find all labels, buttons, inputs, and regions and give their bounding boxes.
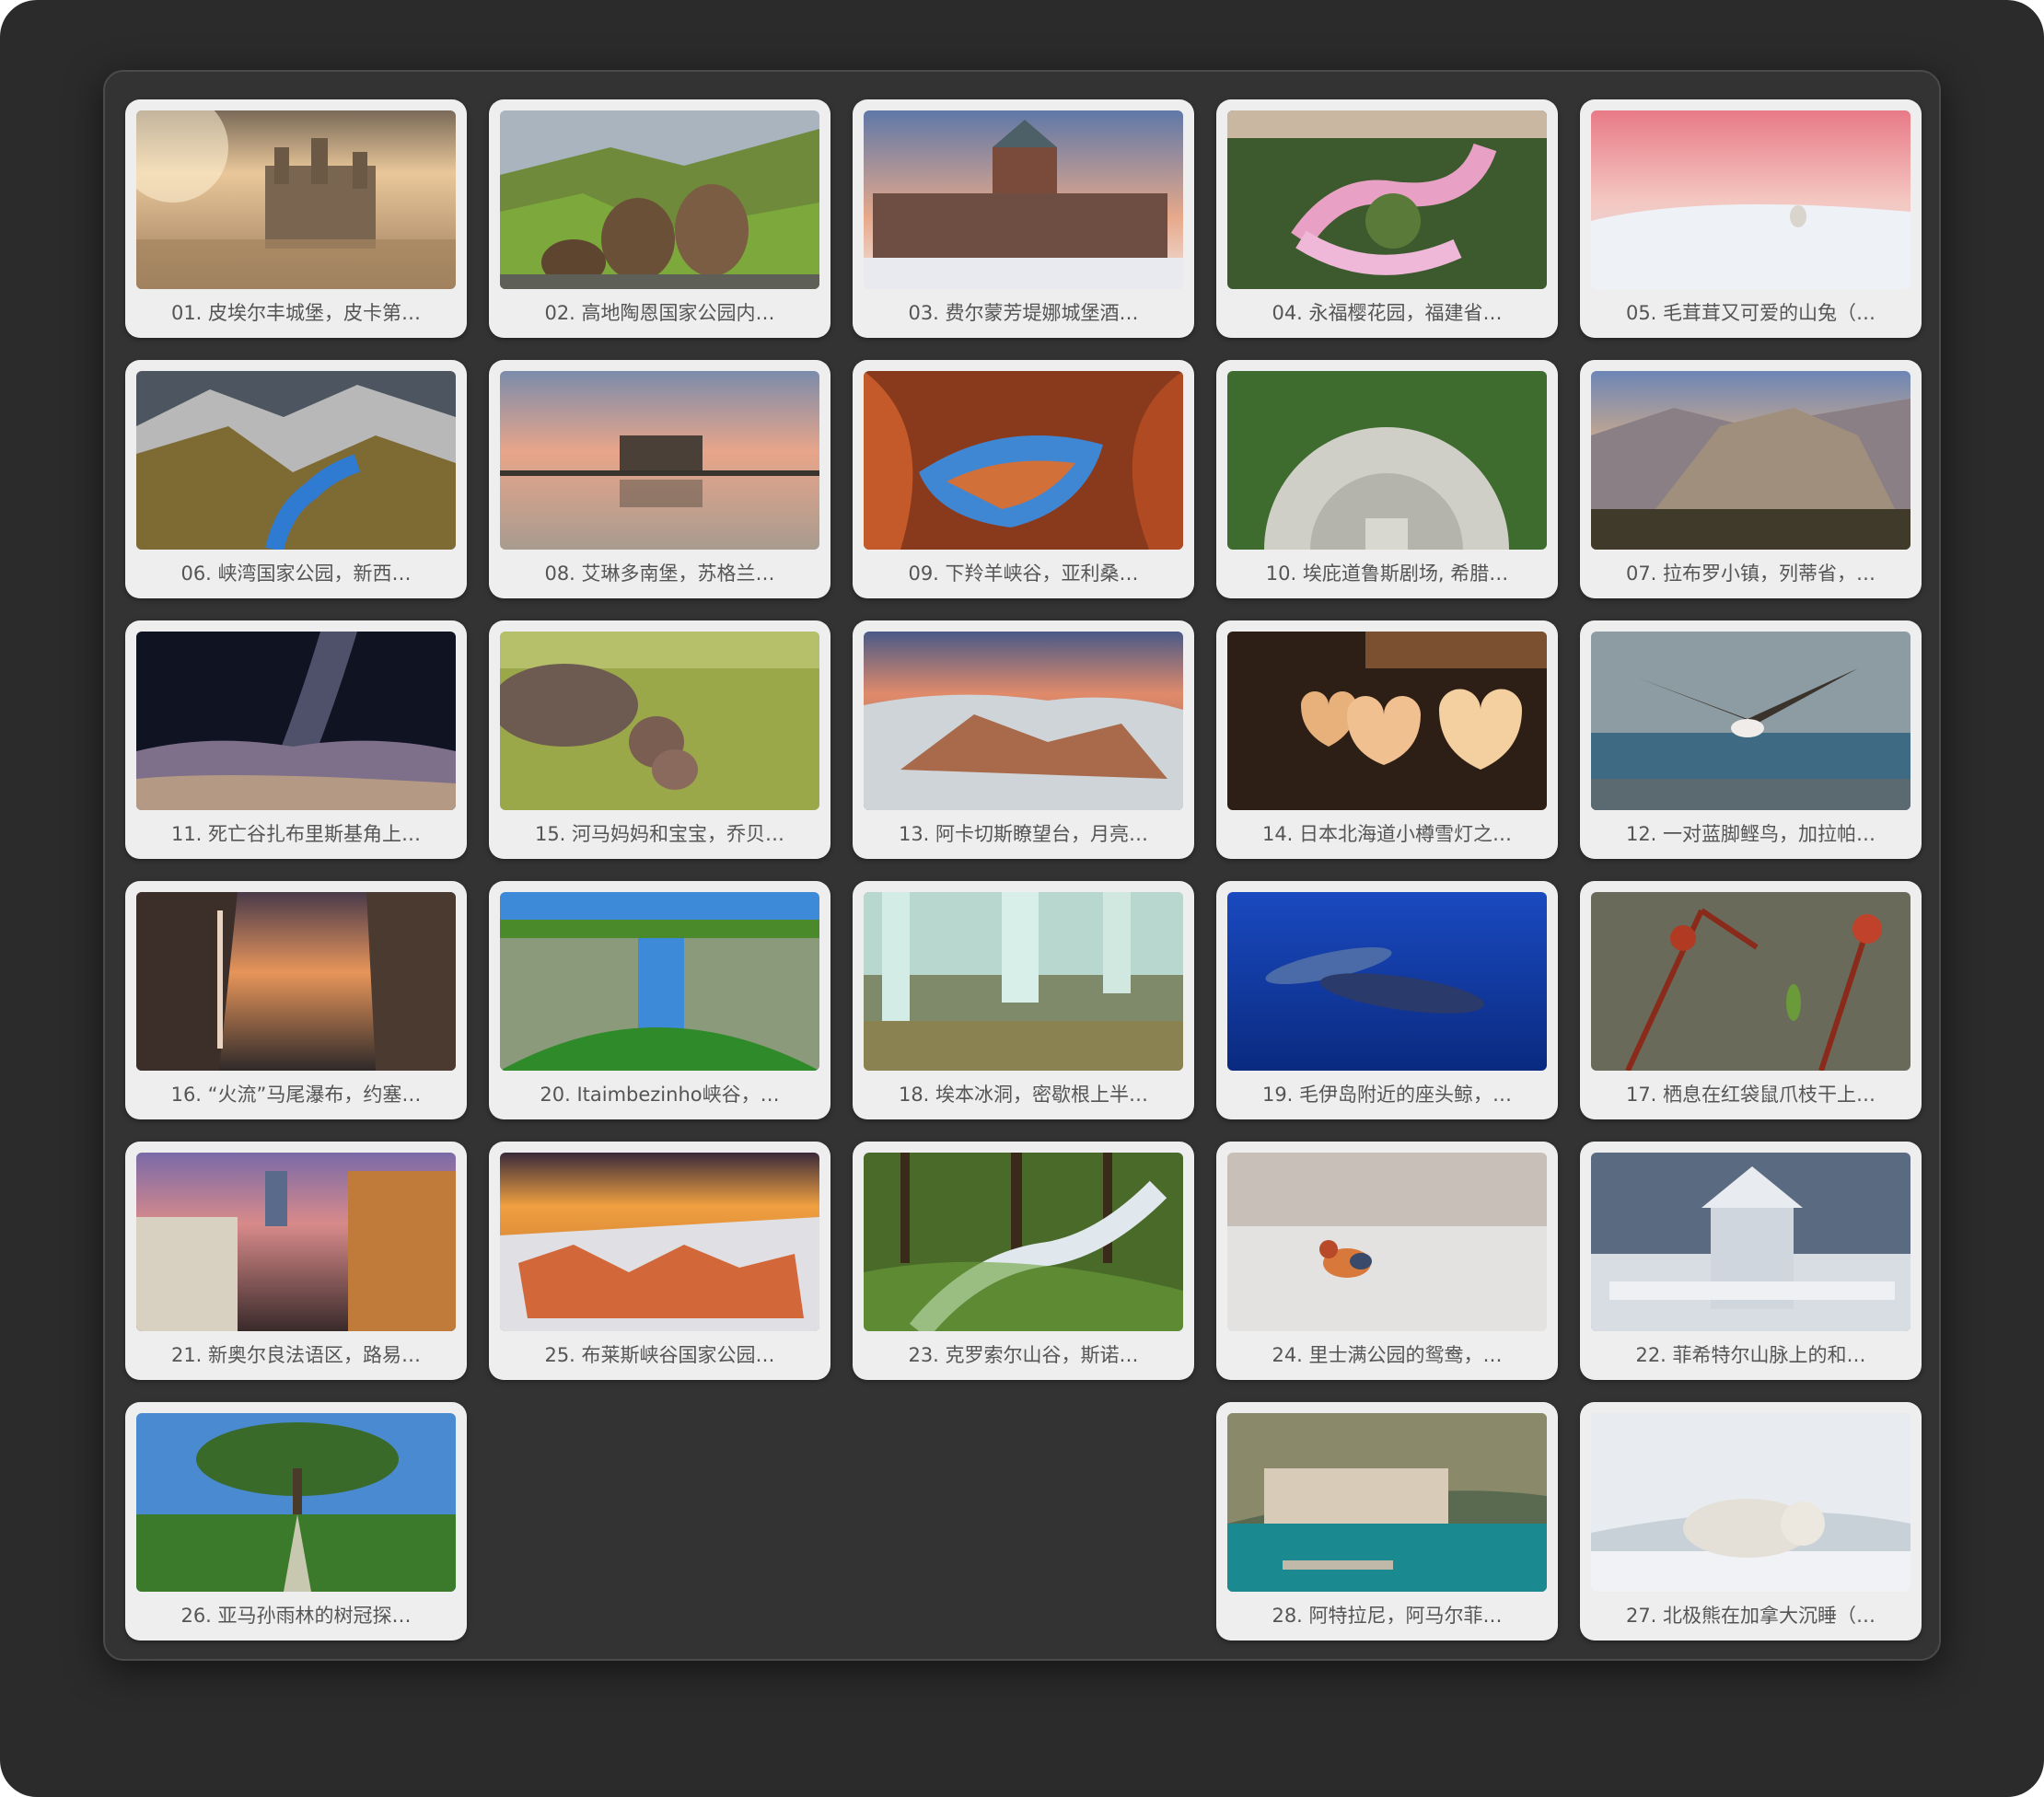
card-caption: 26. 亚马孙雨林的树冠探… xyxy=(180,1605,412,1627)
card-caption: 04. 永福樱花园，福建省… xyxy=(1272,302,1503,324)
gallery-card[interactable]: 21. 新奥尔良法语区，路易… xyxy=(125,1142,467,1380)
thumbnail-image xyxy=(1227,371,1547,550)
card-caption: 23. 克罗索尔山谷，斯诺… xyxy=(908,1344,1139,1366)
card-caption: 12. 一对蓝脚鲣鸟，加拉帕… xyxy=(1625,823,1876,845)
gallery-card[interactable]: 01. 皮埃尔丰城堡，皮卡第… xyxy=(125,99,467,338)
thumbnail-image xyxy=(136,1413,456,1592)
card-caption: 27. 北极熊在加拿大沉睡（… xyxy=(1625,1605,1876,1627)
gallery-card[interactable]: 22. 菲希特尔山脉上的和… xyxy=(1580,1142,1922,1380)
gallery-card[interactable]: 04. 永福樱花园，福建省… xyxy=(1216,99,1558,338)
gallery-card[interactable]: 13. 阿卡切斯瞭望台，月亮… xyxy=(853,620,1194,859)
gallery-card[interactable]: 09. 下羚羊峡谷，亚利桑… xyxy=(853,360,1194,598)
card-caption: 14. 日本北海道小樽雪灯之… xyxy=(1261,823,1513,845)
thumbnail-image xyxy=(864,371,1183,550)
card-caption: 06. 峡湾国家公园，新西… xyxy=(180,562,412,585)
card-caption: 19. 毛伊岛附近的座头鲸，… xyxy=(1261,1084,1513,1106)
gallery-card[interactable]: 27. 北极熊在加拿大沉睡（… xyxy=(1580,1402,1922,1640)
gallery-card[interactable]: 17. 栖息在红袋鼠爪枝干上… xyxy=(1580,881,1922,1119)
thumbnail-image xyxy=(1591,1153,1910,1331)
card-caption: 18. 埃本冰洞，密歇根上半… xyxy=(898,1084,1149,1106)
gallery-card[interactable]: 03. 费尔蒙芳堤娜城堡酒… xyxy=(853,99,1194,338)
thumbnail-image xyxy=(1591,371,1910,550)
card-caption: 02. 高地陶恩国家公园内… xyxy=(544,302,775,324)
card-caption: 08. 艾琳多南堡，苏格兰… xyxy=(544,562,775,585)
thumbnail-image xyxy=(136,110,456,289)
gallery-card[interactable]: 06. 峡湾国家公园，新西… xyxy=(125,360,467,598)
thumbnail-image xyxy=(500,892,819,1071)
gallery-card[interactable]: 23. 克罗索尔山谷，斯诺… xyxy=(853,1142,1194,1380)
gallery-card[interactable]: 16. “火流”马尾瀑布，约塞… xyxy=(125,881,467,1119)
card-caption: 05. 毛茸茸又可爱的山兔（… xyxy=(1625,302,1876,324)
gallery-card[interactable]: 14. 日本北海道小樽雪灯之… xyxy=(1216,620,1558,859)
card-caption: 21. 新奥尔良法语区，路易… xyxy=(170,1344,422,1366)
gallery-card[interactable]: 24. 里士满公园的鸳鸯，… xyxy=(1216,1142,1558,1380)
card-caption: 11. 死亡谷扎布里斯基角上… xyxy=(170,823,422,845)
thumbnail-image xyxy=(1227,1153,1547,1331)
thumbnail-image xyxy=(1227,632,1547,810)
thumbnail-image xyxy=(1227,1413,1547,1592)
thumbnail-image xyxy=(136,371,456,550)
thumbnail-image xyxy=(1591,892,1910,1071)
thumbnail-image xyxy=(1227,892,1547,1071)
gallery-card[interactable]: 10. 埃庇道鲁斯剧场, 希腊… xyxy=(1216,360,1558,598)
card-caption: 09. 下羚羊峡谷，亚利桑… xyxy=(908,562,1139,585)
thumbnail-image xyxy=(136,632,456,810)
gallery-card[interactable]: 19. 毛伊岛附近的座头鲸，… xyxy=(1216,881,1558,1119)
thumbnail-image xyxy=(136,1153,456,1331)
gallery-card[interactable]: 02. 高地陶恩国家公园内… xyxy=(489,99,830,338)
card-caption: 25. 布莱斯峡谷国家公园… xyxy=(544,1344,775,1366)
card-caption: 13. 阿卡切斯瞭望台，月亮… xyxy=(898,823,1149,845)
card-caption: 16. “火流”马尾瀑布，约塞… xyxy=(170,1084,422,1106)
gallery-window: 01. 皮埃尔丰城堡，皮卡第… 02. 高地陶恩国家公园内… xyxy=(103,70,1941,1661)
gallery-card[interactable]: 28. 阿特拉尼，阿马尔菲… xyxy=(1216,1402,1558,1640)
gallery-card[interactable]: 12. 一对蓝脚鲣鸟，加拉帕… xyxy=(1580,620,1922,859)
thumbnail-image xyxy=(1227,110,1547,289)
thumbnail-image xyxy=(136,892,456,1071)
card-caption: 20. Itaimbezinho峡谷，… xyxy=(540,1084,780,1106)
gallery-card[interactable]: 08. 艾琳多南堡，苏格兰… xyxy=(489,360,830,598)
gallery-card[interactable]: 26. 亚马孙雨林的树冠探… xyxy=(125,1402,467,1640)
card-caption: 10. 埃庇道鲁斯剧场, 希腊… xyxy=(1265,562,1509,585)
card-caption: 15. 河马妈妈和宝宝，乔贝… xyxy=(534,823,785,845)
thumbnail-image xyxy=(864,110,1183,289)
card-caption: 03. 费尔蒙芳堤娜城堡酒… xyxy=(908,302,1139,324)
thumbnail-image xyxy=(864,892,1183,1071)
thumbnail-image xyxy=(1591,110,1910,289)
gallery-card[interactable]: 15. 河马妈妈和宝宝，乔贝… xyxy=(489,620,830,859)
thumbnail-image xyxy=(1591,1413,1910,1592)
card-caption: 17. 栖息在红袋鼠爪枝干上… xyxy=(1625,1084,1876,1106)
thumbnail-image xyxy=(500,1153,819,1331)
gallery-card[interactable]: 07. 拉布罗小镇，列蒂省，… xyxy=(1580,360,1922,598)
card-caption: 22. 菲希特尔山脉上的和… xyxy=(1635,1344,1866,1366)
gallery-card[interactable]: 20. Itaimbezinho峡谷，… xyxy=(489,881,830,1119)
card-caption: 07. 拉布罗小镇，列蒂省，… xyxy=(1625,562,1876,585)
card-caption: 24. 里士满公园的鸳鸯，… xyxy=(1272,1344,1503,1366)
gallery-card[interactable]: 18. 埃本冰洞，密歇根上半… xyxy=(853,881,1194,1119)
card-caption: 28. 阿特拉尼，阿马尔菲… xyxy=(1272,1605,1503,1627)
thumbnail-image xyxy=(500,110,819,289)
thumbnail-image xyxy=(864,1153,1183,1331)
gallery-card[interactable]: 05. 毛茸茸又可爱的山兔（… xyxy=(1580,99,1922,338)
thumbnail-image xyxy=(500,371,819,550)
thumbnail-image xyxy=(500,632,819,810)
gallery-card[interactable]: 11. 死亡谷扎布里斯基角上… xyxy=(125,620,467,859)
gallery-card[interactable]: 25. 布莱斯峡谷国家公园… xyxy=(489,1142,830,1380)
thumbnail-image xyxy=(1591,632,1910,810)
thumbnail-image xyxy=(864,632,1183,810)
card-caption: 01. 皮埃尔丰城堡，皮卡第… xyxy=(170,302,422,324)
